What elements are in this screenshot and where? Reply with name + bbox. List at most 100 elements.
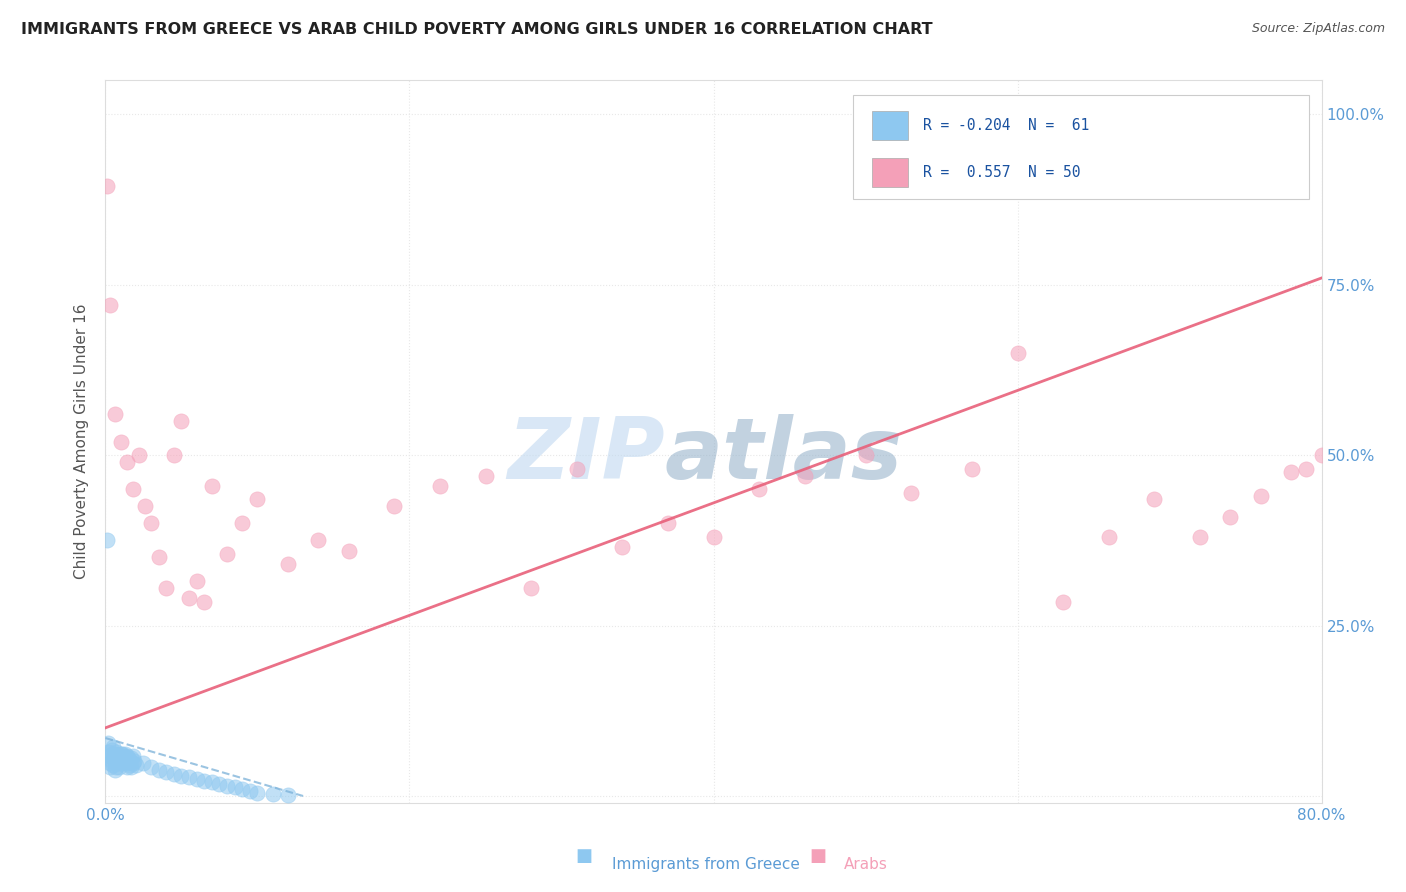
- Point: [117, 751, 139, 765]
- Point: [100, 754, 122, 768]
- Point: [1279, 465, 1302, 479]
- Point: [132, 756, 155, 771]
- Point: [103, 747, 125, 761]
- Point: [612, 540, 634, 554]
- Point: [224, 780, 246, 794]
- Point: [114, 747, 136, 761]
- Point: [108, 760, 131, 774]
- Point: [101, 751, 124, 765]
- Text: atlas: atlas: [665, 415, 903, 498]
- Point: [246, 492, 269, 507]
- Point: [115, 760, 138, 774]
- Point: [139, 516, 162, 531]
- Point: [98, 756, 121, 771]
- Point: [120, 760, 142, 774]
- Text: ■: ■: [810, 847, 827, 865]
- Point: [121, 749, 143, 764]
- Point: [208, 777, 231, 791]
- Point: [121, 756, 143, 771]
- Point: [111, 754, 134, 768]
- Point: [125, 758, 148, 772]
- Point: [1052, 595, 1074, 609]
- Point: [960, 462, 983, 476]
- Text: Arabs: Arabs: [844, 857, 887, 872]
- Point: [98, 749, 121, 764]
- Point: [239, 783, 262, 797]
- Point: [855, 448, 877, 462]
- Bar: [872, 158, 908, 187]
- Point: [1295, 462, 1317, 476]
- Text: Source: ZipAtlas.com: Source: ZipAtlas.com: [1251, 22, 1385, 36]
- Point: [170, 414, 193, 428]
- Point: [1143, 492, 1166, 507]
- Point: [115, 749, 138, 764]
- Point: [148, 763, 170, 777]
- Point: [111, 747, 134, 761]
- Point: [337, 543, 360, 558]
- Point: [1098, 530, 1121, 544]
- Point: [1250, 489, 1272, 503]
- Point: [118, 754, 141, 768]
- Text: R =  0.557  N = 50: R = 0.557 N = 50: [922, 165, 1080, 180]
- Point: [474, 468, 496, 483]
- Point: [1007, 346, 1029, 360]
- Text: IMMIGRANTS FROM GREECE VS ARAB CHILD POVERTY AMONG GIRLS UNDER 16 CORRELATION CH: IMMIGRANTS FROM GREECE VS ARAB CHILD POV…: [21, 22, 932, 37]
- Point: [98, 760, 121, 774]
- Point: [231, 782, 253, 797]
- Point: [105, 751, 128, 765]
- Point: [657, 516, 679, 531]
- Point: [139, 760, 162, 774]
- Point: [110, 747, 132, 761]
- FancyBboxPatch shape: [853, 95, 1309, 200]
- Point: [107, 749, 129, 764]
- Point: [98, 298, 121, 312]
- Point: [110, 434, 132, 449]
- Point: [262, 787, 284, 801]
- Point: [193, 774, 215, 789]
- Point: [193, 595, 215, 609]
- Bar: [872, 112, 908, 140]
- Point: [110, 749, 132, 764]
- Text: ■: ■: [575, 847, 592, 865]
- Point: [107, 756, 129, 771]
- Y-axis label: Child Poverty Among Girls Under 16: Child Poverty Among Girls Under 16: [75, 304, 90, 579]
- Point: [1219, 509, 1241, 524]
- Point: [231, 516, 253, 531]
- Point: [105, 745, 128, 759]
- Point: [900, 485, 922, 500]
- Point: [118, 758, 141, 772]
- Point: [793, 468, 815, 483]
- Point: [112, 749, 135, 764]
- Point: [277, 788, 299, 802]
- Point: [103, 754, 125, 768]
- Point: [201, 479, 224, 493]
- Text: R = -0.204  N =  61: R = -0.204 N = 61: [922, 119, 1090, 133]
- Point: [100, 747, 122, 761]
- Point: [155, 765, 177, 780]
- Point: [1310, 448, 1333, 462]
- Point: [201, 775, 224, 789]
- Point: [1341, 257, 1364, 271]
- Point: [277, 558, 299, 572]
- Point: [382, 500, 405, 514]
- Point: [124, 754, 146, 768]
- Point: [177, 591, 200, 606]
- Point: [1326, 421, 1348, 435]
- Point: [97, 745, 120, 759]
- Point: [96, 533, 118, 548]
- Text: Immigrants from Greece: Immigrants from Greece: [612, 857, 800, 872]
- Point: [110, 756, 132, 771]
- Point: [148, 550, 170, 565]
- Point: [565, 462, 588, 476]
- Point: [101, 739, 124, 754]
- Point: [134, 500, 156, 514]
- Point: [97, 736, 120, 750]
- Text: ZIP: ZIP: [508, 415, 665, 498]
- Point: [121, 482, 143, 496]
- Point: [217, 779, 239, 793]
- Point: [120, 751, 142, 765]
- Point: [177, 770, 200, 784]
- Point: [115, 455, 138, 469]
- Point: [103, 407, 125, 421]
- Point: [748, 482, 770, 496]
